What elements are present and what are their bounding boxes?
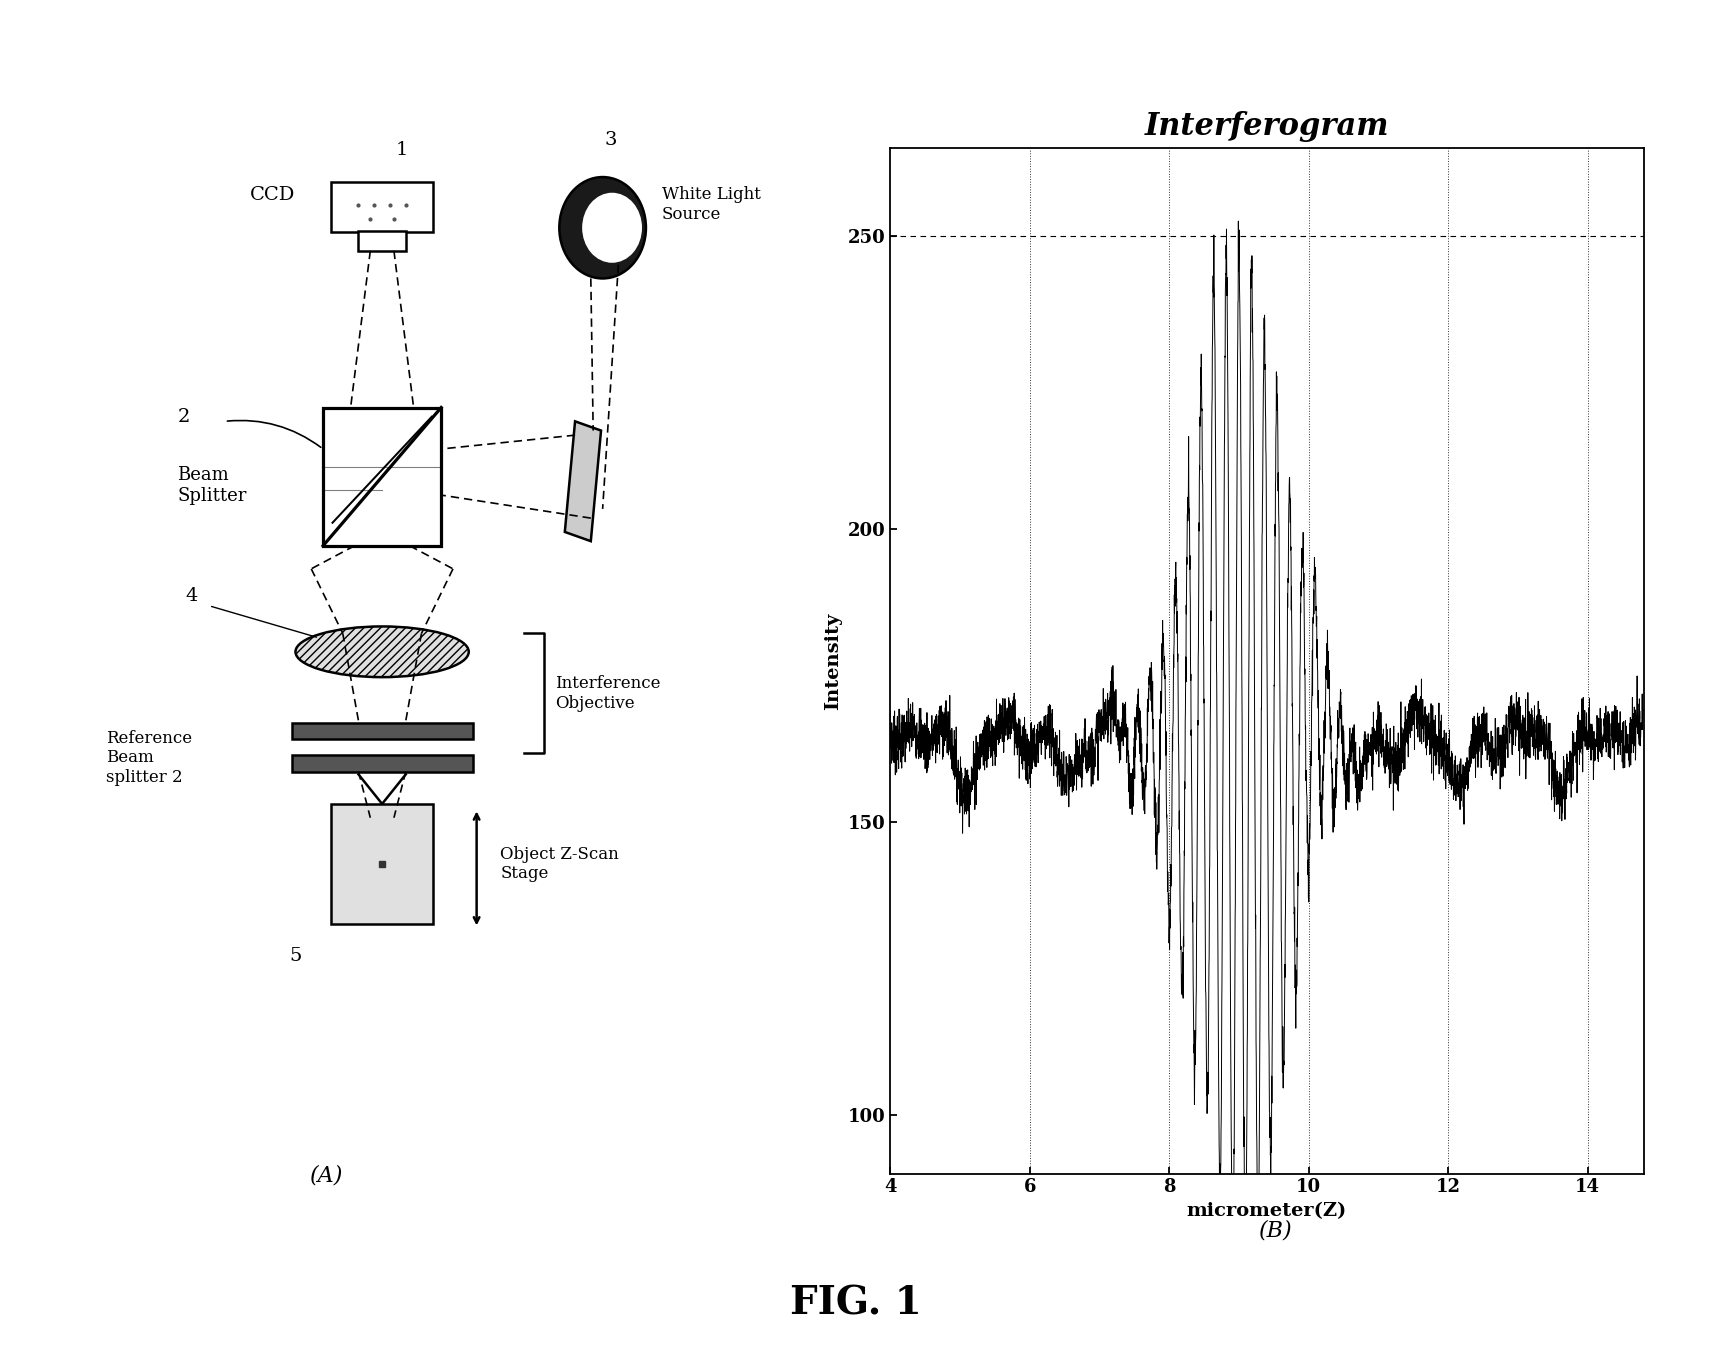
Bar bbox=[358, 231, 406, 251]
Y-axis label: Intensity: Intensity bbox=[823, 612, 842, 710]
Text: (A): (A) bbox=[310, 1164, 344, 1187]
Bar bbox=[330, 804, 433, 924]
Text: 4: 4 bbox=[185, 587, 197, 606]
Text: 3: 3 bbox=[604, 131, 616, 150]
Text: FIG. 1: FIG. 1 bbox=[791, 1284, 921, 1322]
X-axis label: micrometer(Z): micrometer(Z) bbox=[1186, 1202, 1347, 1219]
Text: Reference
Beam
splitter 2: Reference Beam splitter 2 bbox=[106, 730, 193, 786]
Text: Beam
Splitter: Beam Splitter bbox=[178, 467, 247, 506]
Bar bbox=[324, 407, 442, 546]
Text: (B): (B) bbox=[1258, 1219, 1293, 1241]
Text: 2: 2 bbox=[178, 407, 190, 426]
Text: 1: 1 bbox=[395, 140, 407, 159]
Circle shape bbox=[582, 193, 642, 263]
Text: 5: 5 bbox=[289, 947, 301, 965]
Circle shape bbox=[560, 177, 645, 278]
Text: White Light
Source: White Light Source bbox=[661, 186, 760, 223]
Polygon shape bbox=[565, 421, 601, 541]
Title: Interferogram: Interferogram bbox=[1145, 111, 1388, 142]
Text: CCD: CCD bbox=[250, 186, 296, 205]
Bar bbox=[330, 182, 433, 232]
Text: Object Z-Scan
Stage: Object Z-Scan Stage bbox=[500, 846, 620, 882]
Ellipse shape bbox=[296, 626, 469, 677]
Bar bbox=[291, 755, 473, 772]
Bar bbox=[291, 723, 473, 739]
Text: Interference
Objective: Interference Objective bbox=[555, 674, 661, 711]
